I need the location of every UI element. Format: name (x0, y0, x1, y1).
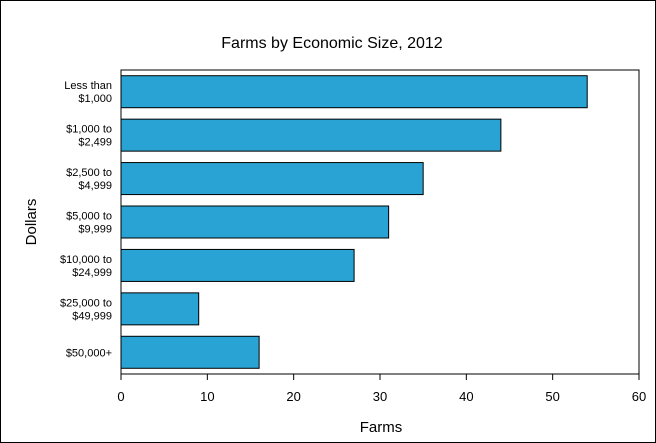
category-labels: Less than $1,000 $1,000 to $2,499 $2,500 to $… (60, 80, 112, 359)
bar-5 (120, 292, 200, 326)
category-label-1: $1,000 to $2,499 (66, 124, 112, 149)
x-tick-label-3: 30 (373, 389, 387, 404)
x-tick-label-1: 10 (200, 389, 214, 404)
bar-0 (120, 75, 588, 109)
category-label-3: $5,000 to $9,999 (66, 211, 112, 236)
x-tick-label-4: 40 (459, 389, 473, 404)
x-tick-label-2: 20 (286, 389, 300, 404)
x-tick-label-6: 60 (632, 389, 646, 404)
x-axis-ticks: 0 10 20 30 40 50 60 (117, 374, 646, 404)
bar-1 (120, 118, 502, 152)
category-label-5: $25,000 to $49,999 (60, 297, 112, 322)
x-tick-label-0: 0 (117, 389, 124, 404)
category-label-6: $50,000+ (66, 347, 112, 359)
bars-group (120, 75, 588, 369)
bar-6 (120, 335, 260, 369)
bar-4 (120, 248, 355, 282)
x-axis-label: Farms (360, 419, 403, 436)
category-label-0: Less than $1,000 (64, 80, 112, 105)
bar-2 (120, 162, 424, 196)
category-label-4: $10,000 to $24,999 (60, 254, 112, 279)
y-axis-label: Dollars (23, 199, 40, 246)
category-label-2: $2,500 to $4,999 (66, 167, 112, 192)
bar-3 (120, 205, 390, 239)
x-tick-label-5: 50 (545, 389, 559, 404)
chart-title: Farms by Economic Size, 2012 (221, 35, 443, 52)
